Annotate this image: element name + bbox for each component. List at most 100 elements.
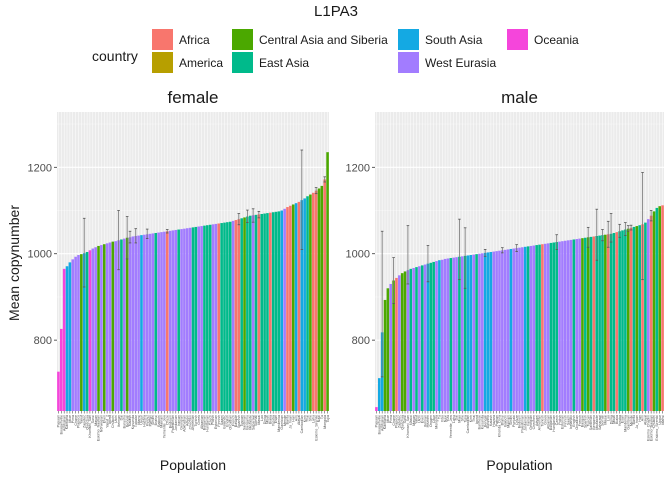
bar — [658, 206, 661, 411]
bar — [438, 260, 441, 411]
bar — [463, 255, 467, 411]
legend: country Africa America Central Asia and Si… — [92, 29, 579, 73]
bar — [641, 224, 644, 411]
x-tick-label: Kyrgyz — [145, 415, 149, 426]
x-tick-label: Eskimo_Naukan — [97, 415, 101, 441]
bar — [578, 238, 581, 411]
bar — [300, 200, 304, 411]
bar — [194, 226, 198, 411]
x-tick-label: Zapotec — [398, 415, 402, 428]
x-tick-label: Australian — [62, 415, 66, 431]
x-tick-label: Sardinian — [589, 415, 593, 430]
bar — [286, 207, 289, 411]
x-tick-label: Yizu — [446, 415, 450, 422]
x-tick-label: Pima — [389, 415, 393, 423]
legend-swatch — [232, 29, 253, 50]
bar — [466, 255, 470, 411]
bar — [80, 254, 83, 411]
bar — [532, 245, 536, 411]
x-tick-label: Ju_hoan — [289, 415, 293, 429]
bar — [535, 245, 538, 411]
bar — [435, 261, 438, 411]
x-tick-label: Basque — [234, 415, 238, 427]
bar — [483, 252, 487, 411]
x-tick-label: Eskimo_Sireniki — [314, 415, 318, 441]
bar — [269, 212, 272, 411]
x-tick-label: Biaka — [615, 415, 619, 424]
x-tick-label: Polish — [211, 415, 215, 425]
bar — [586, 237, 590, 411]
bar — [309, 194, 312, 411]
panel-male: 80010001200PapuanBougainvilleAustralianK… — [346, 88, 665, 473]
bar — [503, 249, 507, 411]
bar — [85, 251, 89, 411]
bar — [234, 220, 238, 411]
x-tick-label: Palestinian — [521, 415, 525, 433]
y-tick-label: 1200 — [28, 162, 52, 174]
x-tick-label: Yoruba — [618, 415, 622, 426]
bar — [541, 244, 544, 411]
x-tick-label: Tuscan — [586, 415, 590, 427]
bar — [120, 239, 123, 411]
x-tick-label: Hungarian — [206, 415, 210, 432]
bar — [277, 211, 281, 411]
x-tick-label: Han — [638, 415, 642, 422]
x-tick-label: French — [231, 415, 235, 426]
bar — [94, 247, 97, 411]
x-tick-label: Burmese — [478, 415, 482, 429]
x-axis-title: Population — [486, 457, 552, 473]
x-tick-label: Kalash — [489, 415, 493, 426]
x-tick-label: Mayan — [94, 415, 98, 426]
panels: 80010001200PapuanBougainvilleAustralianK… — [28, 88, 665, 473]
bar — [214, 223, 218, 411]
x-tick-label: Spanish — [237, 415, 241, 428]
x-tick-label: Druze — [165, 415, 169, 425]
bar — [492, 251, 496, 411]
x-tick-label: Khomani_San — [88, 415, 92, 438]
y-tick-label: 1000 — [28, 249, 52, 261]
x-tick-label: Miao — [458, 415, 462, 423]
bar — [280, 210, 284, 411]
bar — [128, 237, 132, 411]
x-tick-label: Turkish — [194, 415, 198, 427]
x-tick-label: Gambian — [280, 415, 284, 430]
bar — [443, 258, 447, 411]
bar — [246, 216, 249, 411]
x-tick-label: Mongola — [435, 415, 439, 429]
bar — [418, 266, 421, 411]
bar — [475, 254, 478, 411]
bar — [314, 190, 318, 411]
bar — [498, 250, 501, 411]
bar — [131, 236, 135, 411]
bar — [478, 253, 481, 411]
bar — [375, 407, 378, 411]
bar — [486, 252, 490, 411]
y-tick-label: 800 — [352, 335, 370, 347]
x-tick-label: Brahui — [501, 415, 505, 426]
x-tick-label: Bengali — [483, 415, 487, 427]
x-tick-label: Balochi — [503, 415, 507, 427]
x-tick-label: Karitiana — [383, 415, 387, 429]
x-tick-label: Greek — [197, 415, 201, 425]
bar — [538, 244, 541, 411]
x-tick-label: Uygur — [140, 414, 144, 424]
x-tick-label: Yoruba — [271, 415, 275, 426]
x-tick-label: Pima — [71, 415, 75, 423]
bar — [652, 211, 656, 411]
bar — [501, 250, 504, 411]
x-tick-label: Norwegian — [100, 415, 104, 432]
bar — [584, 237, 587, 411]
bar — [495, 251, 498, 411]
bar — [512, 248, 516, 411]
x-tick-label: Yakut — [80, 415, 84, 424]
x-tick-label: Even — [420, 415, 424, 423]
x-tick-label: Mozabite — [595, 415, 599, 430]
x-tick-label: Polish — [558, 415, 562, 425]
bar — [320, 185, 324, 411]
bar — [601, 235, 604, 411]
bar — [114, 241, 117, 411]
y-tick-label: 1200 — [346, 162, 370, 174]
x-tick-label: Igorot — [108, 415, 112, 424]
bar — [151, 233, 155, 411]
x-tick-label: Itelman — [117, 415, 121, 427]
